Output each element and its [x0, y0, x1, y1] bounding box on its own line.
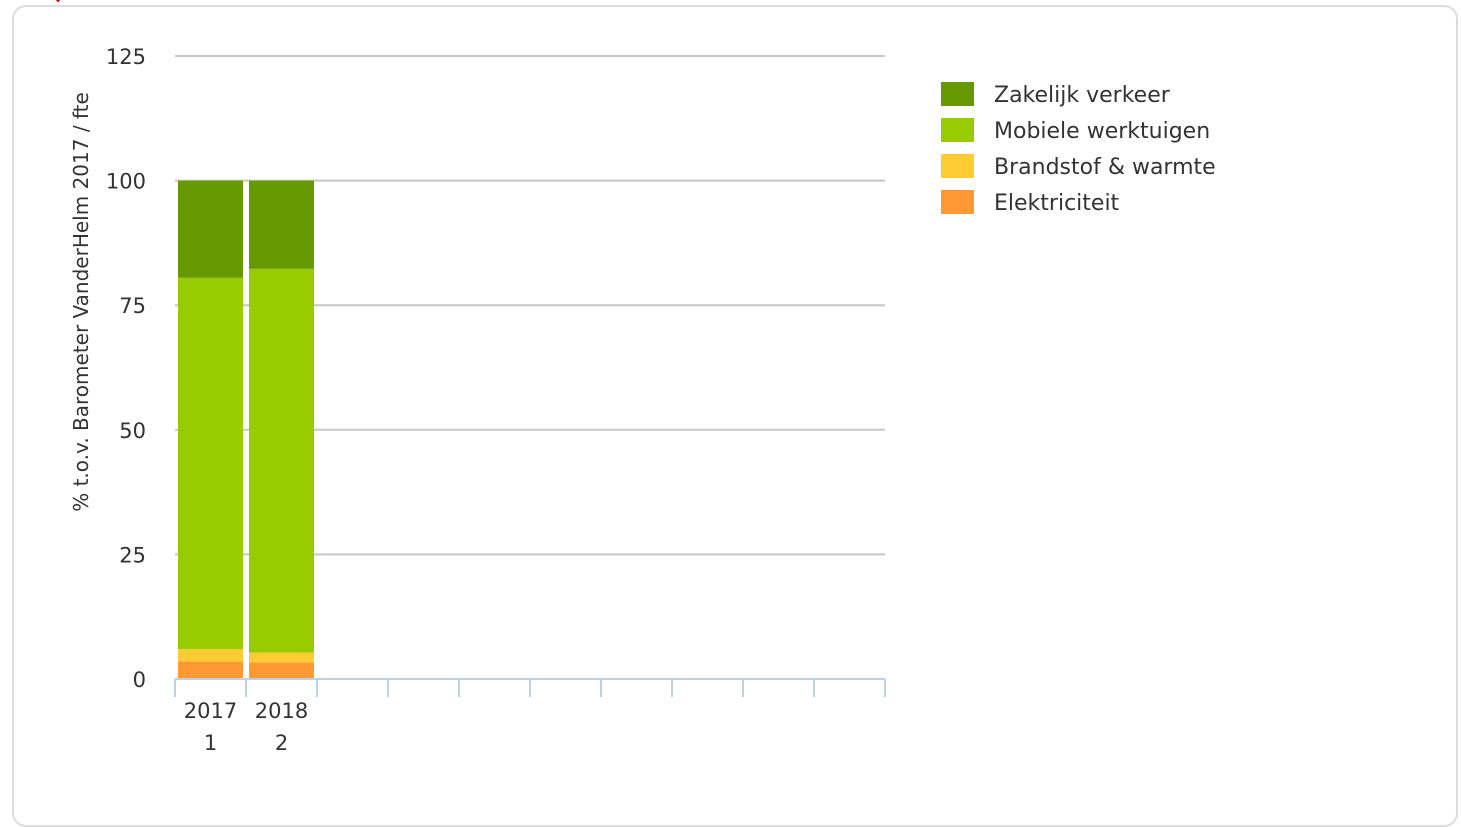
y-tick-label: 0	[133, 668, 146, 692]
legend-swatch	[941, 154, 974, 178]
legend-label: Mobiele werktuigen	[994, 119, 1210, 144]
legend-swatch	[941, 82, 974, 106]
legend: Zakelijk verkeer Mobiele werktuigen Brands…	[941, 82, 1216, 216]
bar-segment-mobiele-werktuigen[interactable]	[178, 277, 243, 650]
legend-label: Brandstof & warmte	[994, 155, 1216, 180]
bar-segment-elektriciteit[interactable]	[178, 661, 243, 679]
y-tick-label: 75	[119, 294, 146, 318]
y-axis-title: % t.o.v. Barometer VanderHelm 2017 / fte	[69, 92, 93, 512]
legend-swatch	[941, 190, 974, 214]
bar-segment-brandstof-warmte[interactable]	[178, 649, 243, 662]
bar-segment-elektriciteit[interactable]	[249, 662, 314, 679]
bar-segment-mobiele-werktuigen[interactable]	[249, 268, 314, 653]
y-tick-label: 25	[119, 543, 146, 567]
x-tick-label-index: 1	[204, 731, 217, 755]
x-tick-label-year: 2018	[255, 699, 308, 723]
chevron-down-icon	[55, 0, 61, 3]
y-axis-ticks: 0 25 50 75 100 125	[106, 45, 146, 692]
legend-label: Elektriciteit	[994, 191, 1120, 216]
bar-segment-brandstof-warmte[interactable]	[249, 652, 314, 663]
x-axis	[174, 678, 886, 697]
bars	[178, 180, 314, 679]
legend-item[interactable]: Elektriciteit	[941, 190, 1120, 216]
y-tick-label: 50	[119, 419, 146, 443]
legend-item[interactable]: Mobiele werktuigen	[941, 118, 1210, 144]
x-tick-label-index: 2	[275, 731, 288, 755]
x-axis-ticks: 2017 1 2018 2	[184, 699, 308, 755]
y-tick-label: 100	[106, 170, 146, 194]
x-tick-label-year: 2017	[184, 699, 237, 723]
legend-item[interactable]: Brandstof & warmte	[941, 154, 1216, 180]
y-tick-label: 125	[106, 45, 146, 69]
legend-label: Zakelijk verkeer	[994, 83, 1171, 108]
bar-segment-zakelijk-verkeer[interactable]	[249, 180, 314, 269]
legend-swatch	[941, 118, 974, 142]
legend-item[interactable]: Zakelijk verkeer	[941, 82, 1171, 108]
bar-segment-zakelijk-verkeer[interactable]	[178, 180, 243, 278]
